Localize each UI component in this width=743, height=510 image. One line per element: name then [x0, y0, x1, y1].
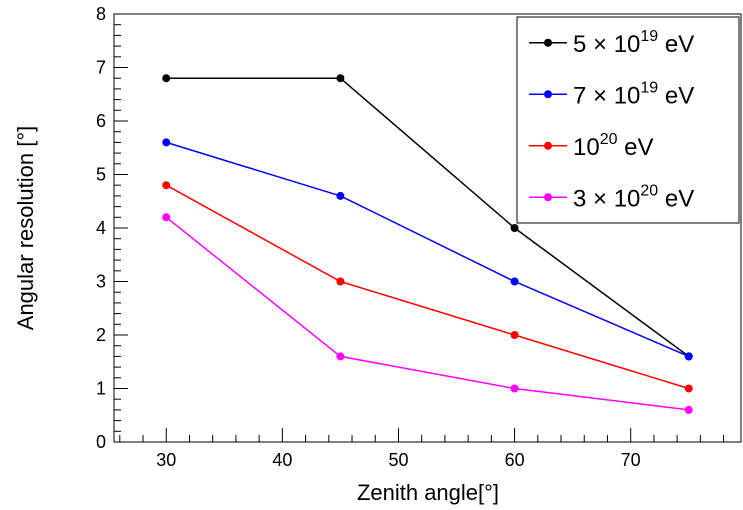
data-point: [162, 213, 171, 222]
series-line-1: [166, 77, 690, 358]
y-tick-label: 8: [96, 4, 106, 24]
data-point: [336, 352, 345, 361]
series-line-4: [165, 216, 689, 411]
series-line-2: [166, 141, 690, 358]
data-point: [162, 138, 171, 147]
legend-entry-label: 3 × 1020 eV: [573, 182, 694, 212]
y-tick-label: 1: [96, 379, 106, 399]
legend-box: [516, 16, 740, 224]
y-tick-label: 5: [96, 165, 106, 185]
legend-swatch-marker: [544, 90, 552, 99]
y-tick-label: 0: [96, 432, 106, 452]
legend-entry-label: 5 × 1019 eV: [573, 28, 694, 58]
data-point: [162, 181, 171, 190]
y-tick-label: 7: [96, 58, 106, 78]
data-point: [684, 405, 693, 414]
legend-entry-label: 1020 eV: [573, 131, 654, 161]
data-point: [336, 74, 345, 83]
x-tick-label: 60: [505, 450, 525, 470]
legend: 5 × 1019 eV 7 × 1019 eV 1020 eV 3 × 1020 eV: [516, 16, 740, 224]
y-tick-label: 2: [96, 325, 106, 345]
data-point: [336, 277, 345, 286]
legend-swatch-marker: [544, 38, 552, 47]
x-tick-label: 70: [621, 450, 641, 470]
x-axis-title: Zenith angle[°]: [357, 480, 499, 505]
y-tick-label: 3: [96, 272, 106, 292]
data-point: [162, 74, 171, 83]
data-point: [336, 191, 345, 200]
legend-entry-label: 7 × 1019 eV: [573, 79, 694, 109]
data-point: [510, 224, 519, 232]
y-axis-title: Angular resolution [°]: [13, 126, 38, 330]
x-tick-label: 50: [388, 450, 408, 470]
y-tick-label: 6: [96, 111, 106, 131]
y-tick-label: 4: [96, 218, 106, 238]
series-line-3: [165, 184, 689, 390]
data-point: [510, 277, 519, 286]
data-point: [684, 384, 693, 393]
data-point: [510, 331, 519, 339]
legend-swatch-marker: [544, 141, 552, 150]
x-tick-label: 40: [272, 450, 292, 470]
x-tick-label: 30: [156, 450, 176, 470]
data-point: [684, 352, 693, 361]
axis-ticks: 0 1 2 3 4 5 6 7 8 30 40 50 60 70: [96, 4, 725, 470]
legend-swatch-marker: [544, 193, 552, 202]
data-point: [510, 384, 519, 393]
series-layer: [162, 74, 693, 414]
